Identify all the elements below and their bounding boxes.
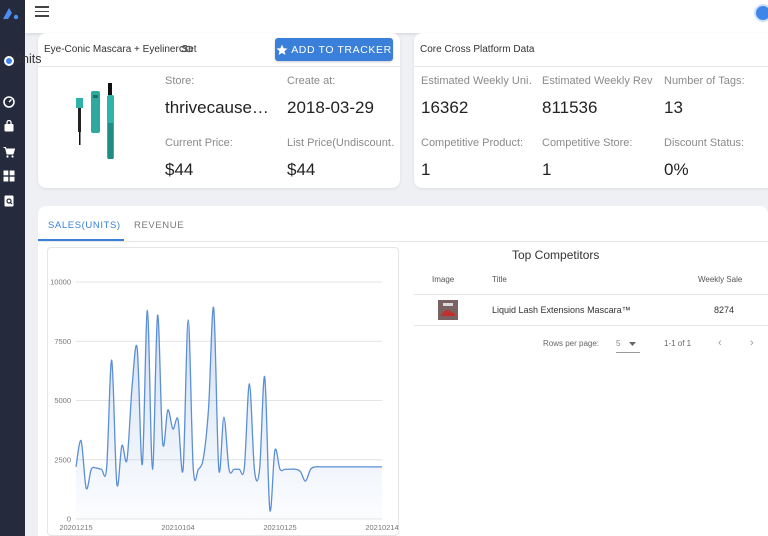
- series-area: [76, 307, 382, 519]
- add-to-tracker-button[interactable]: ADD TO TRACKER: [275, 38, 393, 61]
- tab-sales-units[interactable]: SALES(UNITS): [48, 220, 121, 231]
- weekly-units-label: Estimated Weekly Uni…: [421, 75, 533, 87]
- discount-status-label: Discount Status:: [664, 137, 745, 149]
- sidebar-item-target[interactable]: [2, 54, 16, 68]
- discount-status-value: 0%: [664, 160, 689, 179]
- platform-card-header: Core Cross Platform Data: [414, 33, 768, 67]
- competitive-product-label: Competitive Product:: [421, 137, 524, 149]
- weekly-revenue-label: Estimated Weekly Rev…: [542, 75, 654, 87]
- y-tick-label: 0: [67, 515, 71, 524]
- weekly-revenue-value: 811536: [542, 98, 598, 117]
- document-search-icon: [4, 195, 14, 207]
- competitive-store-value: 1: [542, 160, 552, 179]
- table-divider: [414, 325, 768, 326]
- previous-page-icon[interactable]: ‹: [718, 337, 722, 349]
- next-page-icon[interactable]: ›: [750, 337, 754, 349]
- product-card-header: Eye-Conic Mascara + Eyeliner Set ADD TO …: [38, 33, 400, 67]
- rows-per-page-select[interactable]: 5: [616, 336, 640, 353]
- weekly-units-value: 16362: [421, 98, 469, 117]
- series-line[interactable]: [75, 306, 382, 512]
- grid-icon: [3, 170, 15, 182]
- x-tick-label: 20210125: [263, 523, 296, 532]
- product-title: Eye-Conic Mascara + Eyeliner Set: [44, 44, 197, 55]
- menu-icon[interactable]: [35, 6, 49, 18]
- sidebar-item-document-search[interactable]: [2, 194, 16, 208]
- tab-revenue[interactable]: REVENUE: [134, 220, 185, 231]
- y-tick-label: 7500: [54, 337, 71, 346]
- y-tick-label: 2500: [54, 455, 71, 464]
- create-at-value: 2018-03-29: [287, 98, 374, 117]
- avatar[interactable]: [754, 4, 768, 22]
- competitor-weekly-sale: 8274: [714, 305, 735, 315]
- competitive-store-label: Competitive Store:: [542, 137, 633, 149]
- app-logo-icon[interactable]: [2, 6, 20, 20]
- tab-divider: [38, 241, 768, 242]
- add-to-tracker-label: ADD TO TRACKER: [291, 43, 392, 56]
- tags-label: Number of Tags:: [664, 75, 745, 87]
- platform-card: Core Cross Platform Data Estimated Weekl…: [414, 33, 768, 188]
- list-price-value: $44: [287, 160, 316, 179]
- rows-per-page-value: 5: [616, 339, 621, 348]
- current-price-label: Current Price:: [165, 137, 233, 149]
- active-tab-indicator: [38, 239, 124, 241]
- product-image: [76, 83, 114, 159]
- sidebar-item-bag[interactable]: [2, 119, 16, 133]
- column-header-image: Image: [432, 275, 455, 284]
- list-price-label: List Price(Undiscount…: [287, 137, 395, 149]
- y-tick-label: 10000: [50, 278, 71, 287]
- tags-value: 13: [664, 98, 683, 117]
- column-header-title[interactable]: Title: [492, 275, 507, 284]
- column-header-weekly-sale[interactable]: Weekly Sale: [698, 275, 743, 284]
- y-tick-label: 5000: [54, 396, 71, 405]
- competitor-image: [438, 300, 458, 320]
- product-card: Eye-Conic Mascara + Eyeliner Set ADD TO …: [38, 33, 400, 188]
- x-tick-label: 20210104: [161, 523, 194, 532]
- x-tick-label: 20201215: [59, 523, 92, 532]
- top-bar: [25, 0, 768, 33]
- competitive-product-value: 1: [421, 160, 431, 179]
- link-icon[interactable]: [179, 44, 193, 54]
- sidebar-item-dashboard[interactable]: [2, 95, 16, 109]
- sidebar: [0, 0, 25, 536]
- table-divider: [414, 294, 768, 295]
- chart-title: Units: [13, 52, 42, 66]
- create-at-label: Create at:: [287, 75, 336, 87]
- star-icon: [276, 44, 288, 55]
- dashboard-icon: [3, 96, 15, 108]
- rows-per-page-label: Rows per page:: [543, 339, 600, 348]
- store-label: Store:: [165, 75, 195, 87]
- bag-icon: [4, 120, 14, 132]
- x-tick-label: 20210214: [365, 523, 398, 532]
- cart-icon: [3, 147, 15, 158]
- target-icon: [4, 56, 14, 66]
- sidebar-item-grid[interactable]: [2, 169, 16, 183]
- sidebar-item-cart[interactable]: [2, 145, 16, 159]
- chevron-down-icon: [629, 342, 636, 346]
- competitor-title[interactable]: Liquid Lash Extensions Mascara™: [492, 305, 631, 315]
- page-info: 1-1 of 1: [664, 339, 692, 348]
- current-price-value: $44: [165, 160, 194, 179]
- platform-title: Core Cross Platform Data: [420, 44, 535, 55]
- competitors-title: Top Competitors: [512, 248, 600, 262]
- store-value[interactable]: thrivecause…: [165, 98, 269, 117]
